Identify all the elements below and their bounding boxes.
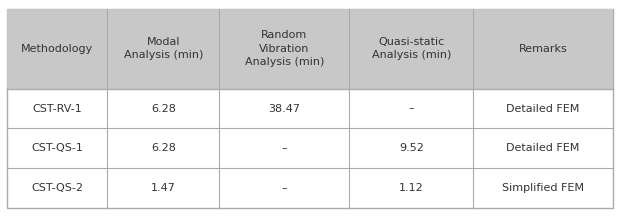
Text: Methodology: Methodology [21,44,94,54]
Text: Simplified FEM: Simplified FEM [502,183,584,193]
Text: Random
Vibration
Analysis (min): Random Vibration Analysis (min) [245,30,324,67]
Text: 9.52: 9.52 [399,143,424,153]
Text: 6.28: 6.28 [151,143,175,153]
Bar [7,9,613,89]
Text: –: – [281,183,287,193]
Text: CST-RV-1: CST-RV-1 [32,104,82,113]
Text: CST-QS-1: CST-QS-1 [32,143,83,153]
Text: 38.47: 38.47 [268,104,300,113]
Text: Remarks: Remarks [518,44,567,54]
Text: 1.47: 1.47 [151,183,175,193]
Text: Detailed FEM: Detailed FEM [507,143,580,153]
Text: –: – [409,104,414,113]
Text: CST-QS-2: CST-QS-2 [32,183,83,193]
Text: Detailed FEM: Detailed FEM [507,104,580,113]
Text: Modal
Analysis (min): Modal Analysis (min) [123,37,203,60]
Text: 1.12: 1.12 [399,183,423,193]
Text: 6.28: 6.28 [151,104,175,113]
Text: Quasi-static
Analysis (min): Quasi-static Analysis (min) [371,37,451,60]
Text: –: – [281,143,287,153]
